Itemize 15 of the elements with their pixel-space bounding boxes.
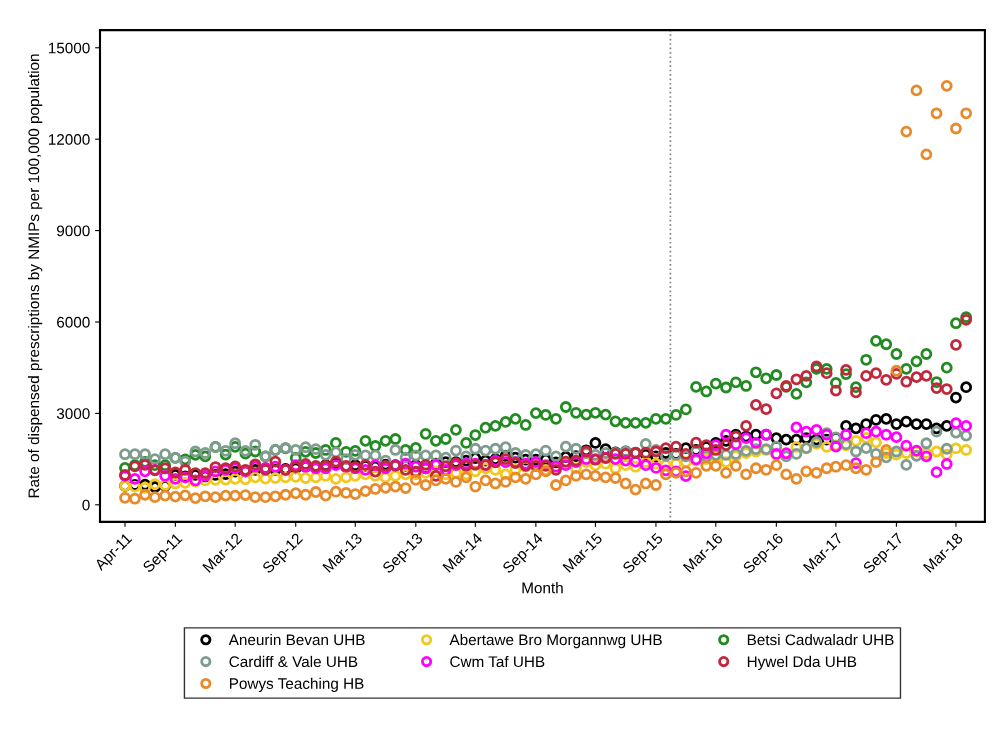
y-axis-title: Rate of dispensed prescriptions by NMIPs per 100,000 population <box>28 54 43 498</box>
legend-label: Cwm Taf UHB <box>450 655 545 668</box>
y-tick-label: 0 <box>82 499 90 511</box>
legend-label: Powys Teaching HB <box>229 677 364 692</box>
x-axis-title: Month <box>522 582 563 594</box>
y-tick-label: 3000 <box>56 408 90 420</box>
legend-label: Cardiff & Vale UHB <box>229 655 358 668</box>
y-tick-label: 6000 <box>57 316 90 328</box>
legend-label: Betsi Cadwaladr UHB <box>747 633 894 646</box>
y-tick-label: 15000 <box>48 42 90 54</box>
y-tick-label: 12000 <box>48 134 90 145</box>
legend-label: Hywel Dda UHB <box>747 655 857 671</box>
y-tick-label: 9000 <box>57 225 90 237</box>
legend-label: Aneurin Bevan UHB <box>228 633 365 646</box>
legend-label: Abertawe Bro Morgannwg UHB <box>449 633 662 649</box>
